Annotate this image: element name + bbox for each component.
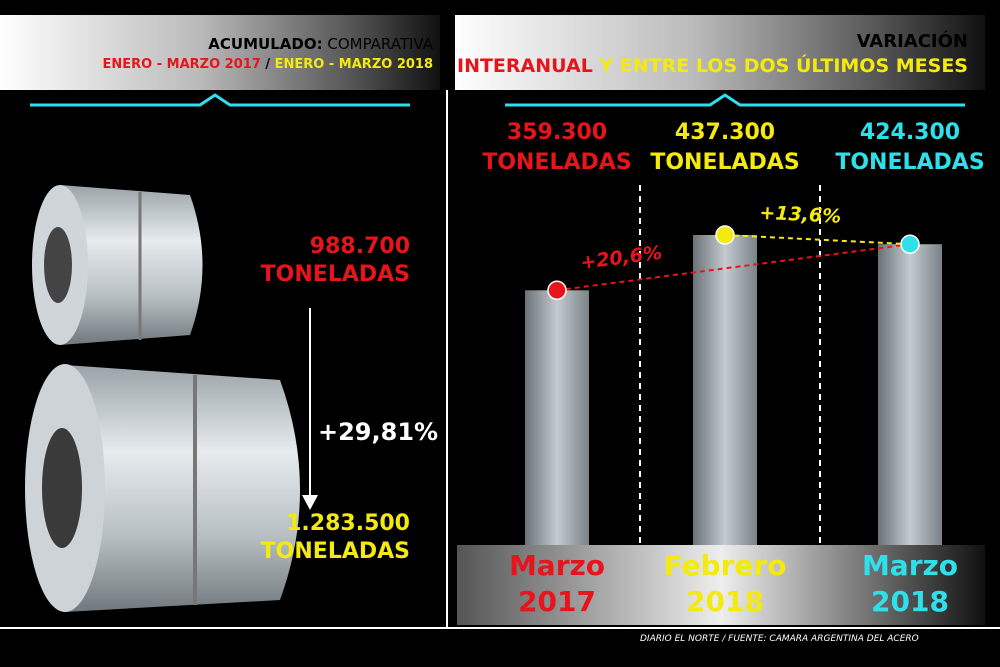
chart-title: VARIACIÓN [856,31,968,52]
category-label: Marzo 2017 [508,549,606,618]
value-dot [715,225,735,245]
value-number: 424.300 [859,120,961,145]
period-2018: ENERO - MARZO 2018 [274,57,433,72]
bar [878,244,942,545]
left-title: ACUMULADO: COMPARATIVA [208,35,433,53]
amount-unit: TONELADAS [260,262,410,287]
value-unit: TONELADAS [835,150,985,175]
coil-small [32,185,203,345]
chart-subtitle: INTERANUAL Y ENTRE LOS DOS ÚLTIMOS MESES [457,52,968,80]
left-periods: ENERO - MARZO 2017 / ENERO - MARZO 2018 [103,57,434,72]
arrow-head [302,495,318,510]
coil-large [25,364,300,612]
value-number: 359.300 [506,120,608,145]
amount-value: 1.283.500 [286,511,410,536]
value-unit: TONELADAS [482,150,632,175]
change-annotation: +13,6% [759,202,842,228]
bar [525,290,589,545]
category-label: Marzo 2018 [861,549,959,618]
period-2017: ENERO - MARZO 2017 [102,57,261,72]
bar [693,235,757,545]
divider-left [30,93,410,107]
category-band [457,545,985,625]
value-unit: TONELADAS [650,150,800,175]
separator: / [265,57,271,72]
amount-unit: TONELADAS [260,539,410,564]
left-header [0,15,440,90]
subtitle-yellow: Y ENTRE LOS DOS ÚLTIMOS MESES [599,55,968,77]
amount-value: 988.700 [309,234,410,259]
divider-right [505,93,965,107]
change-total: +29,81% [318,418,439,446]
value-number: 437.300 [674,120,776,145]
subtitle-red: INTERANUAL [457,55,593,77]
change-annotation: +20,6% [579,242,663,274]
connector [724,234,911,246]
footer-source: DIARIO EL NORTE / FUENTE: CAMARA ARGENTI… [640,634,919,644]
value-label: 424.300 TONELADAS [835,118,984,178]
title-rest: COMPARATIVA [327,35,433,53]
amount-2018: 1.283.500 TONELADAS [250,510,410,566]
category-label: Febrero 2018 [663,549,787,618]
value-dot [547,280,567,301]
value-dot [900,234,920,254]
title-bold: ACUMULADO: [208,35,323,53]
amount-2017: 988.700 TONELADAS [260,233,410,289]
right-header [455,15,985,90]
value-label: 359.300 TONELADAS [482,118,631,178]
value-label: 437.300 TONELADAS [650,118,799,178]
